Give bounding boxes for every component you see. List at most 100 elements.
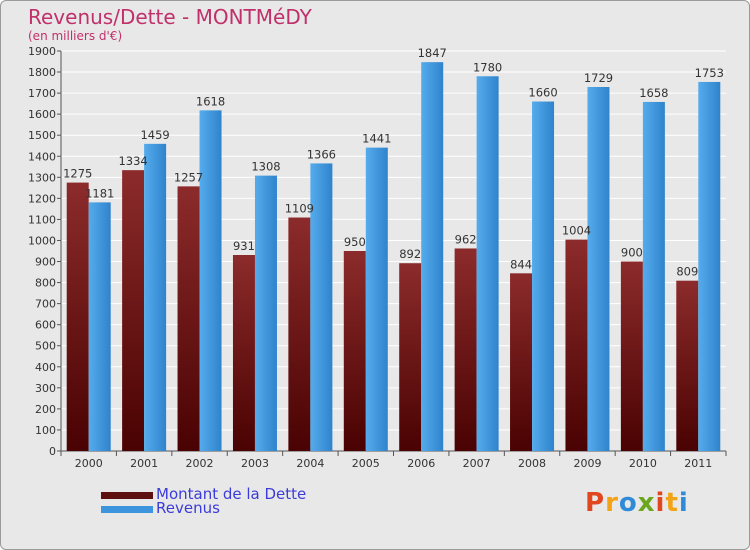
bar-revenue — [199, 110, 222, 452]
data-labels: 1275 1181 1334 1459 1257 1618 931 1308 1109 1366 9… — [63, 46, 724, 279]
bar-revenue — [587, 87, 610, 451]
bars — [66, 62, 721, 452]
x-tick-label: 2011 — [684, 457, 712, 470]
data-label-debt: 1109 — [285, 202, 314, 216]
chart-title: Revenus/Dette - MONTMéDY — [28, 5, 312, 29]
y-tick-label: 1800 — [28, 66, 56, 79]
x-tick-label: 2010 — [629, 457, 657, 470]
x-tick-label: 2004 — [296, 457, 324, 470]
plot-area — [61, 51, 726, 451]
legend-swatch-debt — [101, 492, 153, 499]
logo-letter: i — [655, 488, 666, 518]
data-label-revenue: 1441 — [362, 132, 391, 146]
y-tick-label: 500 — [35, 340, 56, 353]
bar-debt — [343, 251, 366, 451]
bar-revenue — [421, 62, 444, 451]
y-tick-label: 200 — [35, 403, 56, 416]
chart-subtitle: (en milliers d'€) — [28, 29, 123, 43]
y-tick-label: 1700 — [28, 87, 56, 100]
data-label-debt: 900 — [621, 246, 643, 260]
data-label-debt: 844 — [510, 257, 532, 271]
data-label-debt: 1257 — [174, 170, 203, 184]
y-tick-label: 1200 — [28, 192, 56, 205]
bar-debt — [399, 263, 422, 451]
logo-letter: t — [665, 488, 679, 518]
data-label-revenue: 1780 — [473, 60, 502, 74]
y-tick-label: 1100 — [28, 213, 56, 226]
y-tick-label: 700 — [35, 298, 56, 311]
data-label-revenue: 1459 — [140, 128, 169, 142]
legend-label-debt: Montant de la Dette — [156, 485, 307, 503]
bar-debt — [66, 182, 89, 451]
bar-revenue — [532, 101, 555, 452]
bar-revenue — [310, 163, 333, 451]
bar-debt — [177, 186, 200, 452]
logo-letter: P — [585, 488, 606, 518]
grid — [61, 50, 726, 452]
x-tick-label: 2000 — [75, 457, 103, 470]
data-label-debt: 950 — [344, 235, 366, 249]
logo-letter: o — [618, 488, 638, 518]
data-label-revenue: 1753 — [695, 66, 724, 80]
bar-revenue — [254, 175, 277, 451]
logo-letter: r — [605, 488, 619, 518]
x-tick-label: 2008 — [518, 457, 546, 470]
legend-swatch-revenue — [101, 506, 153, 513]
y-tick-label: 1400 — [28, 150, 56, 163]
logo-letter: i — [678, 488, 689, 518]
y-tick-label: 1000 — [28, 234, 56, 247]
data-label-debt: 962 — [455, 232, 477, 246]
bar-revenue — [365, 147, 388, 451]
data-label-revenue: 1658 — [639, 86, 668, 100]
data-label-revenue: 1181 — [85, 186, 114, 200]
y-tick-label: 1300 — [28, 171, 56, 184]
data-label-debt: 1275 — [63, 167, 92, 181]
bar-debt — [565, 239, 588, 451]
y-tick-label: 900 — [35, 256, 56, 269]
y-tick-label: 100 — [35, 424, 56, 437]
x-tick-label: 2007 — [463, 457, 491, 470]
bar-revenue — [698, 81, 721, 452]
bar-debt — [232, 255, 255, 451]
data-label-revenue: 1618 — [196, 94, 225, 108]
bar-revenue — [144, 143, 167, 451]
data-label-debt: 931 — [233, 239, 255, 253]
bar-debt — [454, 248, 477, 451]
y-tick-label: 0 — [49, 445, 56, 458]
data-label-revenue: 1660 — [528, 86, 557, 100]
data-label-revenue: 1308 — [251, 160, 280, 174]
data-label-revenue: 1729 — [584, 71, 613, 85]
bar-revenue — [642, 101, 665, 452]
data-label-debt: 892 — [399, 247, 421, 261]
y-tick-label: 600 — [35, 319, 56, 332]
logo-letter: x — [637, 488, 656, 518]
data-label-debt: 1004 — [562, 224, 591, 238]
y-tick-label: 1900 — [28, 45, 56, 58]
data-label-revenue: 1847 — [418, 46, 447, 60]
y-tick-label: 300 — [35, 382, 56, 395]
bar-debt — [122, 170, 145, 451]
y-tick-label: 1500 — [28, 129, 56, 142]
data-label-debt: 1334 — [118, 154, 147, 168]
x-tick-label: 2009 — [573, 457, 601, 470]
bar-debt — [620, 261, 643, 451]
bar-debt — [676, 280, 699, 451]
legend-label-revenue: Revenus — [156, 499, 220, 517]
y-tick-label: 1600 — [28, 108, 56, 121]
bar-revenue — [88, 202, 111, 451]
x-tick-label: 2002 — [186, 457, 214, 470]
bar-revenue — [476, 76, 499, 452]
data-label-revenue: 1366 — [307, 147, 336, 161]
x-tick-label: 2005 — [352, 457, 380, 470]
y-tick-label: 400 — [35, 361, 56, 374]
x-tick-label: 2003 — [241, 457, 269, 470]
x-tick-label: 2001 — [130, 457, 158, 470]
data-label-debt: 809 — [676, 265, 698, 279]
axes: 0 100 200 300 400 500 600 700 800 900 1000 1100 1200… — [28, 45, 727, 470]
bar-debt — [288, 217, 311, 451]
bar-debt — [510, 273, 533, 451]
y-tick-label: 800 — [35, 277, 56, 290]
proxiti-logo: Proxiti — [585, 488, 689, 518]
